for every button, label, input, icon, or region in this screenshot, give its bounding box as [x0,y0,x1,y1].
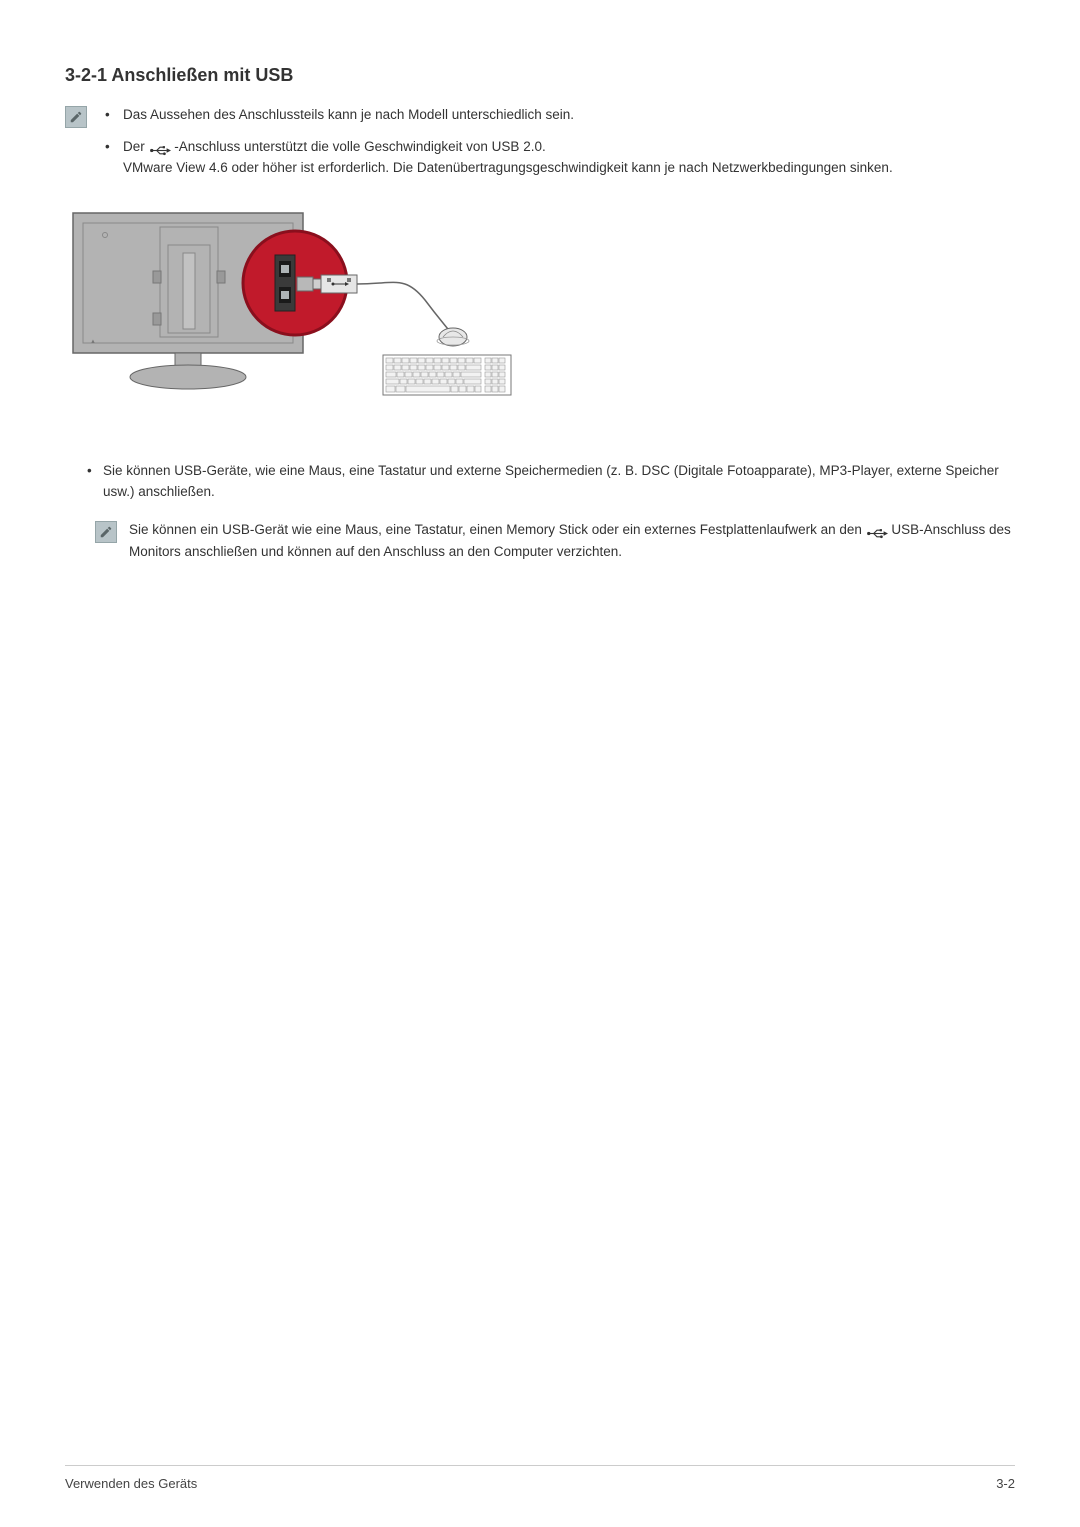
bullet-text-part: -Anschluss unterstützt die volle Geschwi… [174,139,545,154]
pencil-note-icon [69,110,83,124]
svg-text:▲: ▲ [90,339,96,345]
section-heading: 3-2-1 Anschließen mit USB [65,65,1015,86]
note-icon [65,106,87,128]
note-icon [95,521,117,543]
usb-connection-diagram: ▲ [65,205,1015,410]
body-bullet-list: Sie können USB-Geräte, wie eine Maus, ei… [65,460,1015,503]
note-block-1: Das Aussehen des Anschlussteils kann je … [65,104,1015,189]
note-bullet-list-1: Das Aussehen des Anschlussteils kann je … [99,104,1015,189]
bullet-item: Das Aussehen des Anschlussteils kann je … [99,104,1015,126]
usb-trident-icon [866,524,888,536]
bullet-item: Der -Anschluss unterstützt die volle Ges… [99,136,1015,179]
footer-left: Verwenden des Geräts [65,1476,197,1491]
diagram-svg: ▲ [65,205,515,405]
bullet-text-part: VMware View 4.6 oder höher ist erforderl… [123,160,893,175]
pencil-note-icon [99,525,113,539]
note-block-2: Sie können ein USB-Gerät wie eine Maus, … [95,519,1015,562]
keyboard-graphic [383,355,511,395]
note-text: Sie können ein USB-Gerät wie eine Maus, … [129,519,1015,562]
usb-trident-icon [149,141,171,153]
bullet-item: Sie können USB-Geräte, wie eine Maus, ei… [83,460,1015,503]
page-footer: Verwenden des Geräts 3-2 [65,1465,1015,1491]
bullet-text-part: Der [123,139,149,154]
note-text-part: Sie können ein USB-Gerät wie eine Maus, … [129,522,866,537]
footer-right: 3-2 [996,1476,1015,1491]
